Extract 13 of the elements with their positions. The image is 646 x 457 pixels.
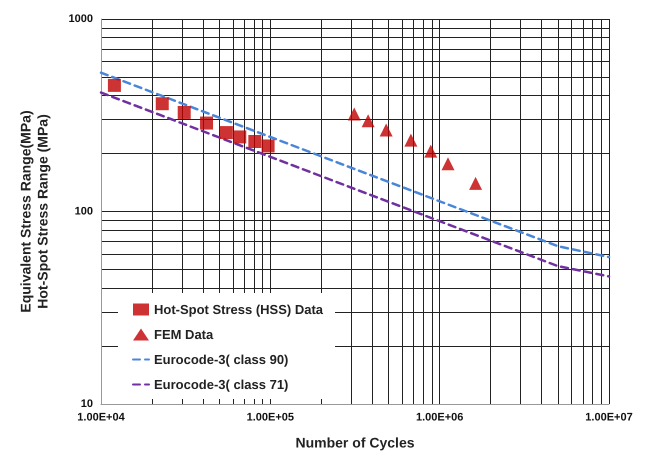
y-tick-label: 1000 <box>68 13 93 25</box>
y-tick-label: 10 <box>80 398 93 410</box>
legend-label: Eurocode-3( class 90) <box>154 352 288 367</box>
x-tick-label: 1.00E+04 <box>77 412 126 424</box>
x-tick-label: 1.00E+06 <box>416 412 464 424</box>
x-tick-label: 1.00E+07 <box>585 412 633 424</box>
x-tick-label: 1.00E+05 <box>246 412 294 424</box>
legend-label: FEM Data <box>154 327 214 342</box>
y-axis-title: Equivalent Stress Range(MPa) Hot-Spot Stress Range (MPa) <box>18 110 50 313</box>
legend-label: Hot-Spot Stress (HSS) Data <box>154 302 324 317</box>
x-axis-title: Number of Cycles <box>295 434 415 450</box>
y-tick-label: 100 <box>74 206 93 218</box>
legend-label: Eurocode-3( class 71) <box>154 377 288 392</box>
